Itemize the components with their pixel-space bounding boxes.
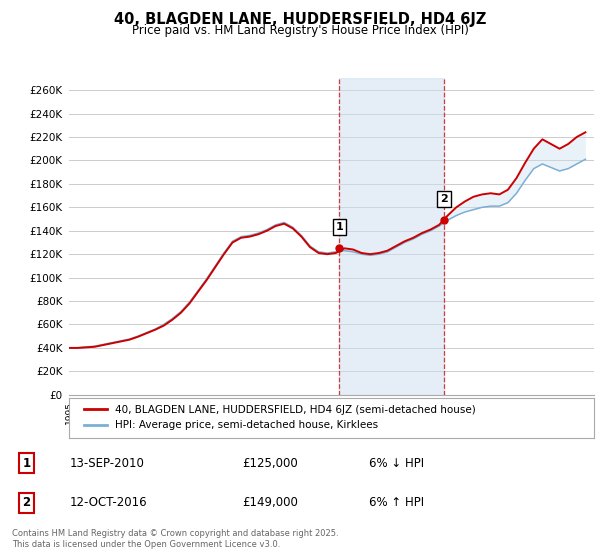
Text: £149,000: £149,000 [242, 496, 298, 509]
Text: Contains HM Land Registry data © Crown copyright and database right 2025.
This d: Contains HM Land Registry data © Crown c… [12, 529, 338, 549]
Text: 12-OCT-2016: 12-OCT-2016 [70, 496, 147, 509]
Text: 40, BLAGDEN LANE, HUDDERSFIELD, HD4 6JZ: 40, BLAGDEN LANE, HUDDERSFIELD, HD4 6JZ [114, 12, 486, 27]
Text: £125,000: £125,000 [242, 457, 298, 470]
Text: 6% ↑ HPI: 6% ↑ HPI [369, 496, 424, 509]
Text: 6% ↓ HPI: 6% ↓ HPI [369, 457, 424, 470]
Text: 1: 1 [22, 457, 31, 470]
Text: 13-SEP-2010: 13-SEP-2010 [70, 457, 145, 470]
Bar [339, 78, 444, 395]
Text: 2: 2 [440, 194, 448, 204]
Legend: 40, BLAGDEN LANE, HUDDERSFIELD, HD4 6JZ (semi-detached house), HPI: Average pric: 40, BLAGDEN LANE, HUDDERSFIELD, HD4 6JZ … [79, 401, 480, 435]
Text: Price paid vs. HM Land Registry's House Price Index (HPI): Price paid vs. HM Land Registry's House … [131, 24, 469, 37]
Text: 1: 1 [335, 222, 343, 232]
Text: 2: 2 [22, 496, 31, 509]
